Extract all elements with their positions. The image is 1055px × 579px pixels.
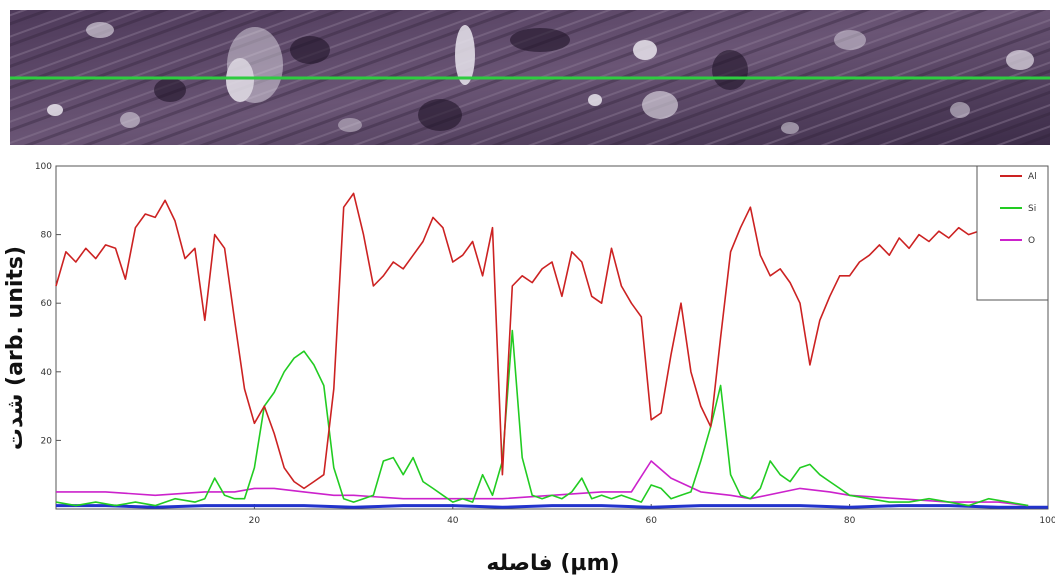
sem-dark-regions bbox=[154, 28, 748, 131]
line-profile-chart: شدت (arb. units) فاصله (µm) 20 40 60 80 1002… bbox=[3, 162, 1055, 576]
y-axis-title: شدت (arb. units) bbox=[3, 246, 28, 450]
legend-label-si: Si bbox=[1028, 204, 1036, 214]
y-tick-label: 40 bbox=[41, 368, 53, 378]
series-line-al bbox=[55, 192, 990, 490]
plot-frame bbox=[55, 165, 1049, 510]
x-tick-label: 60 bbox=[645, 516, 657, 526]
legend-label-o: O bbox=[1028, 236, 1035, 246]
x-tick-label: 20 bbox=[249, 516, 261, 526]
axis-ticks: 20 40 60 80 100 20 40 60 80 100 bbox=[35, 162, 1055, 526]
sem-micrograph bbox=[10, 10, 1050, 145]
series-line-si bbox=[55, 329, 1029, 507]
series-line-o bbox=[56, 460, 1029, 507]
y-tick-label: 60 bbox=[41, 299, 53, 309]
y-tick-label: 80 bbox=[41, 231, 53, 241]
legend-label-al: Al bbox=[1028, 172, 1037, 182]
sem-bright-particles bbox=[47, 22, 1034, 134]
x-tick-label: 80 bbox=[844, 516, 856, 526]
x-tick-label: 40 bbox=[447, 516, 459, 526]
x-tick-label: 100 bbox=[1039, 516, 1055, 526]
y-tick-label: 100 bbox=[35, 162, 52, 172]
series-line-baseline bbox=[56, 504, 1048, 509]
y-tick-label: 20 bbox=[41, 436, 53, 446]
legend: Al Si O bbox=[976, 165, 1049, 301]
series-lines bbox=[55, 192, 1048, 509]
x-axis-title: فاصله (µm) bbox=[486, 551, 619, 576]
